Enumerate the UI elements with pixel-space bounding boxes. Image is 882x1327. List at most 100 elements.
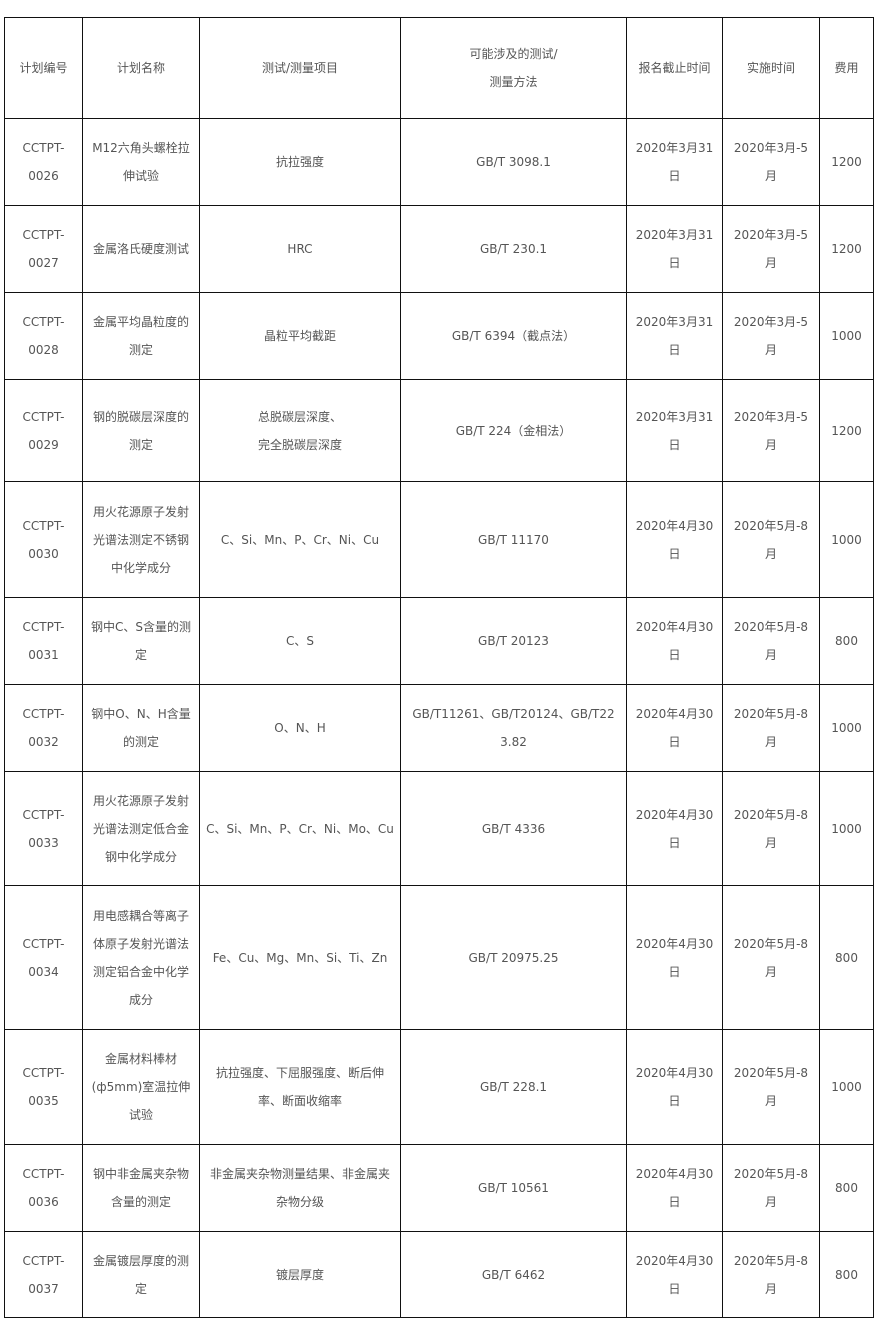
cell-plan-id: CCTPT- 0031: [4, 597, 83, 685]
table-row: CCTPT- 0026 M12六角头螺栓拉 伸试验 抗拉强度 GB/T 3098.1 2…: [4, 118, 874, 206]
cell-plan-id: CCTPT- 0028: [4, 292, 83, 380]
cell-plan-name: 金属镀层厚度的测 定: [82, 1231, 200, 1318]
table-row: CCTPT- 0027 金属洛氏硬度测试 HRC GB/T 230.1 2020年3月3…: [4, 205, 874, 293]
cell-implementation-period: 2020年3月-5月: [722, 118, 820, 206]
cell-registration-deadline: 2020年4月30日: [626, 1231, 723, 1318]
cell-plan-name: 钢中C、S含量的测 定: [82, 597, 200, 685]
cell-test-method: GB/T 6394（截点法）: [400, 292, 627, 380]
cell-implementation-period: 2020年5月-8月: [722, 1144, 820, 1232]
cell-plan-id: CCTPT- 0030: [4, 481, 83, 598]
cell-fee: 800: [819, 597, 874, 685]
cell-implementation-period: 2020年3月-5月: [722, 379, 820, 482]
cell-test-items: 非金属夹杂物测量结果、非金属夹 杂物分级: [199, 1144, 401, 1232]
table-row: CCTPT- 0036 钢中非金属夹杂物 含量的测定 非金属夹杂物测量结果、非金属夹…: [4, 1144, 874, 1232]
cell-test-items: 抗拉强度: [199, 118, 401, 206]
header-implementation-period: 实施时间: [722, 17, 820, 119]
cell-fee: 1000: [819, 481, 874, 598]
table-row: CCTPT- 0035 金属材料棒材 (ф5mm)室温拉伸 试验 抗拉强度、下屈服强…: [4, 1029, 874, 1145]
header-registration-deadline: 报名截止时间: [626, 17, 723, 119]
cell-plan-name: 用电感耦合等离子 体原子发射光谱法 测定铝合金中化学 成分: [82, 885, 200, 1030]
cell-plan-name: M12六角头螺栓拉 伸试验: [82, 118, 200, 206]
cell-test-method: GB/T 20123: [400, 597, 627, 685]
header-plan-id: 计划编号: [4, 17, 83, 119]
cell-implementation-period: 2020年5月-8月: [722, 684, 820, 772]
table-row: CCTPT- 0037 金属镀层厚度的测 定镀层厚度 GB/T 6462 2020年4…: [4, 1231, 874, 1318]
proficiency-testing-plan-table: 计划编号 计划名称 测试/测量项目 可能涉及的测试/ 测量方法 报名截止时间 实施时间 费用…: [4, 17, 874, 1318]
header-test-items: 测试/测量项目: [199, 17, 401, 119]
cell-implementation-period: 2020年5月-8月: [722, 1029, 820, 1145]
cell-plan-name: 用火花源原子发射 光谱法测定低合金 钢中化学成分: [82, 771, 200, 886]
cell-test-method: GB/T 4336: [400, 771, 627, 886]
cell-fee: 1000: [819, 771, 874, 886]
cell-fee: 1000: [819, 292, 874, 380]
cell-test-method: GB/T 20975.25: [400, 885, 627, 1030]
cell-test-items: C、Si、Mn、P、Cr、Ni、Cu: [199, 481, 401, 598]
cell-plan-id: CCTPT- 0029: [4, 379, 83, 482]
cell-test-items: C、Si、Mn、P、Cr、Ni、Mo、Cu: [199, 771, 401, 886]
table-row: CCTPT- 0031 钢中C、S含量的测 定 C、S GB/T 20123 2020年…: [4, 597, 874, 685]
cell-implementation-period: 2020年5月-8月: [722, 885, 820, 1030]
cell-registration-deadline: 2020年4月30日: [626, 885, 723, 1030]
cell-plan-name: 金属平均晶粒度的 测定: [82, 292, 200, 380]
cell-registration-deadline: 2020年4月30日: [626, 481, 723, 598]
cell-test-items: O、N、H: [199, 684, 401, 772]
cell-test-items: 抗拉强度、下屈服强度、断后伸 率、断面收缩率: [199, 1029, 401, 1145]
cell-plan-name: 金属材料棒材 (ф5mm)室温拉伸 试验: [82, 1029, 200, 1145]
cell-fee: 800: [819, 1144, 874, 1232]
table-row: CCTPT- 0034 用电感耦合等离子 体原子发射光谱法 测定铝合金中化学 成分…: [4, 885, 874, 1030]
cell-fee: 1000: [819, 1029, 874, 1145]
cell-plan-id: CCTPT- 0034: [4, 885, 83, 1030]
cell-plan-id: CCTPT- 0036: [4, 1144, 83, 1232]
cell-plan-id: CCTPT- 0026: [4, 118, 83, 206]
cell-test-items: 镀层厚度: [199, 1231, 401, 1318]
cell-registration-deadline: 2020年3月31日: [626, 205, 723, 293]
cell-plan-id: CCTPT- 0032: [4, 684, 83, 772]
cell-plan-id: CCTPT- 0027: [4, 205, 83, 293]
cell-test-method: GB/T 11170: [400, 481, 627, 598]
cell-registration-deadline: 2020年4月30日: [626, 1144, 723, 1232]
cell-test-items: 总脱碳层深度、 完全脱碳层深度: [199, 379, 401, 482]
cell-fee: 1200: [819, 118, 874, 206]
cell-plan-name: 钢的脱碳层深度的 测定: [82, 379, 200, 482]
cell-registration-deadline: 2020年3月31日: [626, 292, 723, 380]
cell-test-items: HRC: [199, 205, 401, 293]
cell-implementation-period: 2020年3月-5月: [722, 292, 820, 380]
cell-implementation-period: 2020年5月-8月: [722, 771, 820, 886]
cell-fee: 800: [819, 1231, 874, 1318]
cell-plan-name: 金属洛氏硬度测试: [82, 205, 200, 293]
cell-test-items: 晶粒平均截距: [199, 292, 401, 380]
cell-fee: 1000: [819, 684, 874, 772]
cell-test-method: GB/T 230.1: [400, 205, 627, 293]
cell-registration-deadline: 2020年3月31日: [626, 379, 723, 482]
cell-implementation-period: 2020年3月-5月: [722, 205, 820, 293]
table-row: CCTPT- 0033 用火花源原子发射 光谱法测定低合金 钢中化学成分 C、Si、…: [4, 771, 874, 886]
cell-plan-name: 用火花源原子发射 光谱法测定不锈钢 中化学成分: [82, 481, 200, 598]
cell-test-method: GB/T 3098.1: [400, 118, 627, 206]
cell-test-method: GB/T 224（金相法）: [400, 379, 627, 482]
table-row: CCTPT- 0029 钢的脱碳层深度的 测定 总脱碳层深度、 完全脱碳层深度 GB/…: [4, 379, 874, 482]
cell-plan-id: CCTPT- 0037: [4, 1231, 83, 1318]
cell-implementation-period: 2020年5月-8月: [722, 1231, 820, 1318]
table-row: CCTPT- 0030 用火花源原子发射 光谱法测定不锈钢 中化学成分 C、Si、M…: [4, 481, 874, 598]
cell-registration-deadline: 2020年4月30日: [626, 771, 723, 886]
cell-test-items: Fe、Cu、Mg、Mn、Si、Ti、Zn: [199, 885, 401, 1030]
header-row: 计划编号 计划名称 测试/测量项目 可能涉及的测试/ 测量方法 报名截止时间 实施时间 费用: [4, 17, 874, 119]
cell-fee: 800: [819, 885, 874, 1030]
table-row: CCTPT- 0028 金属平均晶粒度的 测定 晶粒平均截距 GB/T 6394（截点…: [4, 292, 874, 380]
cell-plan-id: CCTPT- 0035: [4, 1029, 83, 1145]
cell-registration-deadline: 2020年4月30日: [626, 597, 723, 685]
cell-plan-name: 钢中非金属夹杂物 含量的测定: [82, 1144, 200, 1232]
cell-fee: 1200: [819, 379, 874, 482]
cell-plan-id: CCTPT- 0033: [4, 771, 83, 886]
header-test-method: 可能涉及的测试/ 测量方法: [400, 17, 627, 119]
cell-implementation-period: 2020年5月-8月: [722, 481, 820, 598]
cell-test-method: GB/T 6462: [400, 1231, 627, 1318]
cell-registration-deadline: 2020年3月31日: [626, 118, 723, 206]
cell-test-method: GB/T11261、GB/T20124、GB/T223.82: [400, 684, 627, 772]
cell-registration-deadline: 2020年4月30日: [626, 1029, 723, 1145]
cell-implementation-period: 2020年5月-8月: [722, 597, 820, 685]
cell-test-method: GB/T 10561: [400, 1144, 627, 1232]
cell-fee: 1200: [819, 205, 874, 293]
cell-test-items: C、S: [199, 597, 401, 685]
cell-plan-name: 钢中O、N、H含量 的测定: [82, 684, 200, 772]
